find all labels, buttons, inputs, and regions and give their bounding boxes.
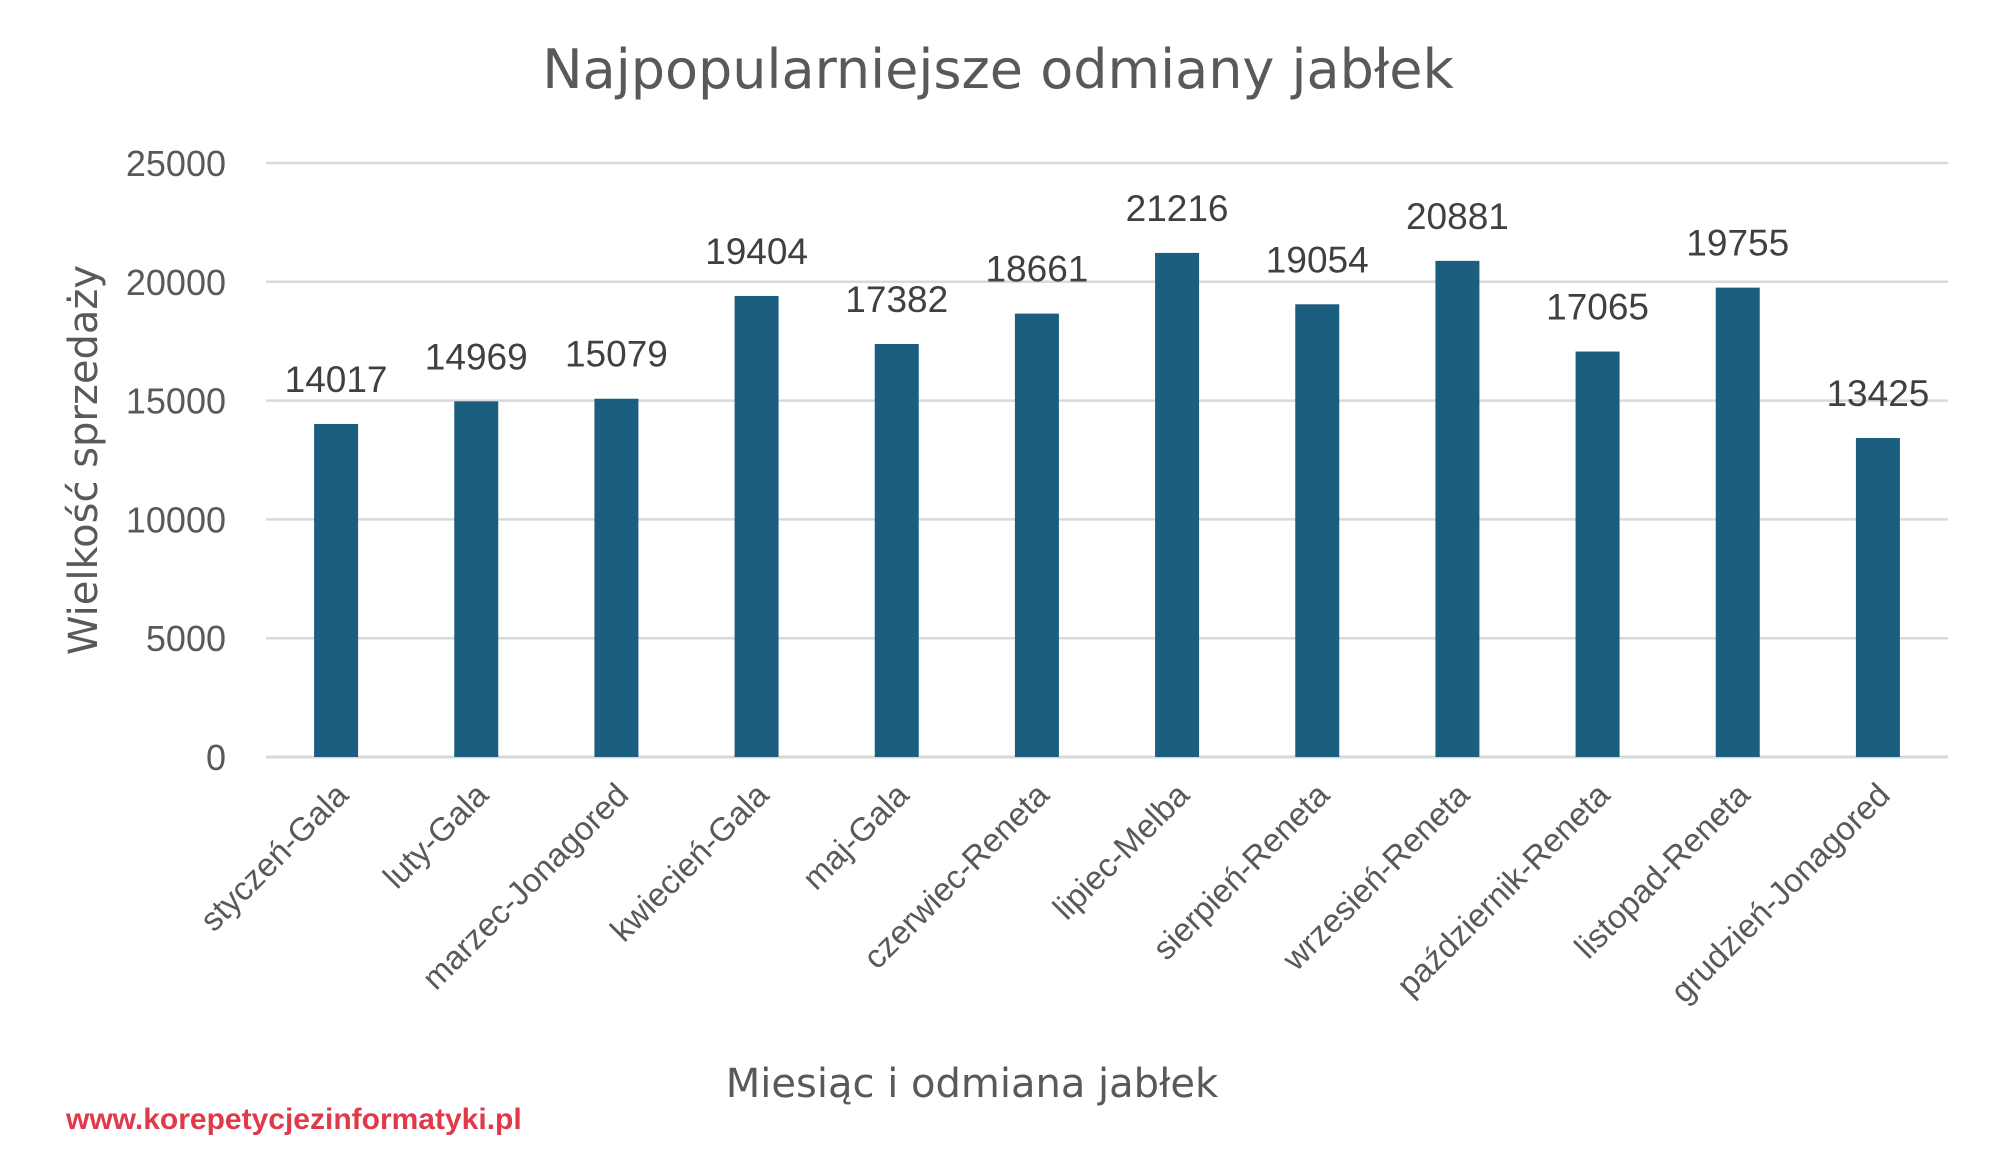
data-label: 21216 bbox=[1126, 188, 1229, 229]
data-label: 17065 bbox=[1546, 287, 1649, 328]
x-tick-label: luty-Gala bbox=[376, 775, 496, 895]
y-tick-label: 15000 bbox=[126, 381, 226, 422]
data-label: 19404 bbox=[705, 231, 808, 272]
bar bbox=[1575, 351, 1620, 757]
data-label: 19755 bbox=[1686, 223, 1789, 264]
data-label: 17382 bbox=[845, 279, 948, 320]
gridlines bbox=[266, 161, 1948, 759]
website-watermark: www.korepetycjezinformatyki.pl bbox=[66, 1103, 522, 1136]
bar bbox=[594, 398, 639, 757]
x-axis-ticks: styczeń-Gala luty-Galamarzec-Jonagoredkwi… bbox=[193, 775, 1897, 1009]
bar bbox=[1295, 304, 1340, 757]
bar bbox=[1715, 287, 1760, 757]
data-label: 19054 bbox=[1266, 239, 1369, 280]
data-labels: 14017 14969 15079 19404 17382 18661 21216 19054… bbox=[285, 188, 1930, 414]
bar bbox=[734, 295, 779, 757]
data-label: 15079 bbox=[565, 334, 668, 375]
data-label: 18661 bbox=[985, 249, 1088, 290]
bar bbox=[874, 344, 919, 757]
bar bbox=[1855, 438, 1900, 757]
bar bbox=[454, 401, 499, 757]
chart-title: Najpopularniejsze odmiany jabłek bbox=[542, 38, 1454, 101]
y-tick-label: 25000 bbox=[126, 143, 226, 184]
bar bbox=[314, 423, 359, 757]
bars bbox=[314, 252, 1900, 757]
x-tick-label: maj-Gala bbox=[795, 775, 916, 896]
y-tick-label: 5000 bbox=[146, 618, 226, 659]
x-axis-title: Miesiąc i odmiana jabłek bbox=[726, 1061, 1219, 1107]
data-label: 14969 bbox=[425, 336, 528, 377]
y-tick-label: 0 bbox=[206, 737, 226, 778]
bar bbox=[1155, 252, 1200, 757]
y-axis-title: Wielkość sprzedaży bbox=[61, 265, 107, 655]
bar bbox=[1014, 313, 1059, 757]
data-label: 13425 bbox=[1826, 373, 1929, 414]
y-tick-label: 20000 bbox=[126, 262, 226, 303]
bar bbox=[1435, 260, 1480, 757]
x-tick-label: styczeń-Gala bbox=[193, 775, 356, 938]
data-label: 14017 bbox=[285, 359, 388, 400]
y-axis-ticks: 0 5000 10000 15000 20000 25000 bbox=[126, 143, 226, 778]
data-label: 20881 bbox=[1406, 196, 1509, 237]
y-tick-label: 10000 bbox=[126, 499, 226, 540]
x-tick-label: lipiec-Melba bbox=[1045, 775, 1196, 926]
